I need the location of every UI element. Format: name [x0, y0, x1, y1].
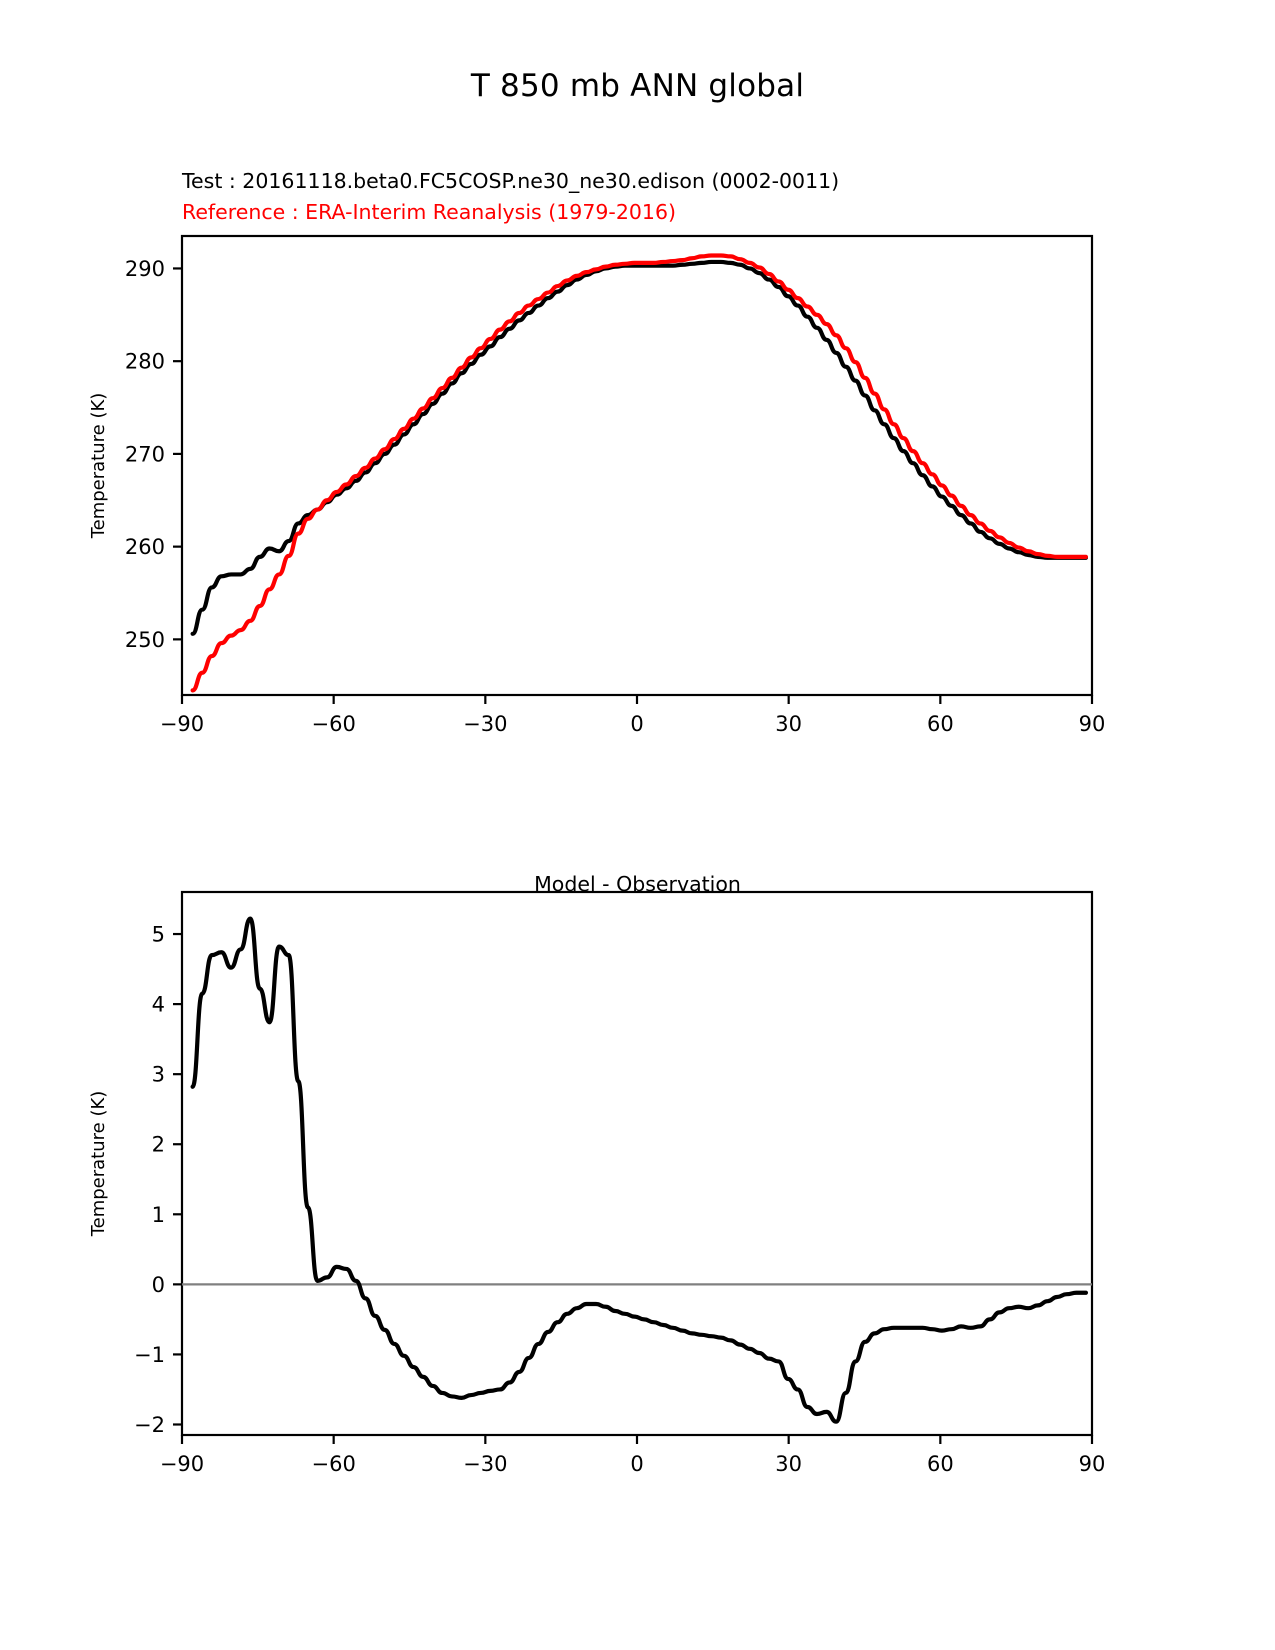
series-line-0: [190, 916, 1089, 1424]
x-tick-label: −30: [463, 712, 507, 736]
y-tick-label: −2: [134, 1413, 165, 1437]
x-tick-label: 90: [1079, 712, 1106, 736]
y-tick-label: 250: [125, 628, 165, 652]
y-tick-label: 4: [152, 993, 165, 1017]
x-tick-label: −60: [312, 712, 356, 736]
zonal-mean-plot: −90 −60 −30 0 30 60 90 250 260 270 280 290 Temperatu…: [88, 234, 1106, 736]
y-tick-label: 0: [152, 1273, 165, 1297]
y-tick-label: 260: [125, 535, 165, 559]
x-tick-label: 60: [927, 712, 954, 736]
x-tick-label: 0: [630, 712, 643, 736]
axes-frame: [180, 890, 1094, 1437]
axes-frame: [180, 234, 1094, 697]
x-tick-label: −30: [463, 1452, 507, 1476]
y-tick-label: 1: [152, 1203, 165, 1227]
zonal-mean-panel: −90 −60 −30 0 30 60 90 250 260 270 280 290 Temperatu…: [0, 210, 1275, 770]
y-tick-label: 5: [152, 923, 165, 947]
series-line-1: [190, 253, 1089, 693]
y-tick-label: −1: [134, 1343, 165, 1367]
series-line-0: [190, 259, 1089, 636]
y-axis-label: Temperature (K): [88, 393, 109, 540]
x-tick-label: 30: [775, 712, 802, 736]
legend-reference-label: Reference : ERA-Interim Reanalysis (1979…: [182, 200, 676, 224]
y-axis-label: Temperature (K): [88, 1091, 109, 1238]
x-tick-label: 0: [630, 1452, 643, 1476]
legend-block: Test : 20161118.beta0.FC5COSP.ne30_ne30.…: [182, 166, 839, 228]
x-tick-label: 60: [927, 1452, 954, 1476]
difference-plot: −90 −60 −30 0 30 60 90 −2 −1 0 1 2 3 4 5 Temperature (K…: [88, 890, 1106, 1476]
x-tick-label: 90: [1079, 1452, 1106, 1476]
difference-panel: Model - Observation −90 −60 −30 0 30 60 90 −2 −1…: [0, 860, 1275, 1480]
x-tick-label: 30: [775, 1452, 802, 1476]
legend-test-label: Test : 20161118.beta0.FC5COSP.ne30_ne30.…: [182, 169, 840, 193]
y-tick-label: 3: [152, 1063, 165, 1087]
figure-title: T 850 mb ANN global: [470, 68, 805, 104]
y-tick-label: 2: [152, 1133, 165, 1157]
y-tick-label: 270: [125, 442, 165, 466]
x-tick-label: −90: [160, 712, 204, 736]
x-tick-label: −60: [312, 1452, 356, 1476]
y-tick-label: 280: [125, 350, 165, 374]
y-tick-label: 290: [125, 257, 165, 281]
x-tick-label: −90: [160, 1452, 204, 1476]
difference-panel-title: Model - Observation: [534, 872, 741, 896]
